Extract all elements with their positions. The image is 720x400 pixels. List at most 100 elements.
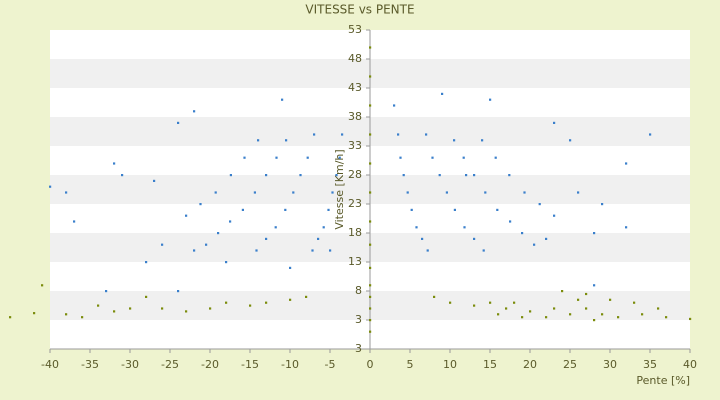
point — [426, 249, 429, 252]
point — [121, 174, 124, 177]
point — [225, 301, 228, 304]
point — [284, 208, 287, 211]
point — [521, 232, 524, 235]
y-tick-label: 28 — [348, 168, 362, 181]
point — [153, 179, 156, 182]
point — [285, 139, 288, 142]
point — [453, 139, 456, 142]
point — [161, 307, 164, 310]
point — [257, 139, 260, 142]
point — [274, 226, 277, 229]
point — [229, 174, 232, 177]
x-tick-label: 10 — [443, 358, 457, 371]
point — [397, 133, 400, 136]
point — [145, 261, 148, 264]
point — [496, 208, 499, 211]
point — [410, 208, 413, 211]
x-tick-label: -10 — [281, 358, 299, 371]
point — [593, 232, 596, 235]
point — [689, 317, 692, 321]
point — [329, 249, 332, 252]
point — [569, 313, 572, 316]
point — [33, 312, 36, 315]
point — [369, 75, 372, 78]
point — [243, 156, 246, 159]
point — [406, 191, 409, 194]
point — [399, 156, 402, 159]
point — [145, 295, 148, 298]
point — [462, 156, 465, 159]
point — [193, 110, 196, 113]
y-tick-label: 18 — [348, 226, 362, 239]
point — [199, 203, 202, 206]
point — [433, 295, 436, 298]
point — [311, 249, 314, 252]
point — [9, 316, 12, 319]
point — [305, 295, 308, 298]
point — [161, 243, 164, 246]
x-tick-label: -40 — [41, 358, 59, 371]
point — [369, 162, 372, 165]
y-tick-label: 43 — [348, 81, 362, 94]
point — [209, 307, 212, 310]
point — [625, 226, 628, 229]
point — [313, 133, 316, 136]
point — [585, 307, 588, 310]
point — [521, 316, 524, 319]
point — [601, 203, 604, 206]
point — [299, 174, 302, 177]
point — [225, 261, 228, 264]
point — [369, 46, 372, 49]
point — [484, 191, 487, 194]
point — [292, 191, 295, 194]
point — [641, 313, 644, 316]
point — [369, 295, 372, 298]
point — [341, 133, 344, 136]
point — [193, 249, 196, 252]
point — [317, 237, 320, 240]
x-tick-label: 20 — [523, 358, 537, 371]
point — [425, 133, 428, 136]
point — [453, 208, 456, 211]
point — [41, 284, 44, 287]
point — [369, 104, 372, 107]
point — [585, 292, 588, 296]
y-tick-label: 48 — [348, 52, 362, 65]
point — [489, 301, 492, 304]
point — [553, 307, 556, 310]
x-tick-label: -35 — [81, 358, 99, 371]
point — [369, 319, 372, 322]
point — [275, 156, 278, 159]
point — [369, 133, 372, 136]
point — [369, 243, 372, 246]
point — [473, 304, 476, 307]
point — [327, 208, 330, 211]
point — [633, 301, 636, 304]
point — [473, 174, 476, 177]
point — [113, 162, 116, 165]
point — [113, 310, 116, 313]
x-axis-label: Pente [%] — [636, 374, 690, 387]
point — [665, 316, 668, 319]
x-tick-label: -20 — [201, 358, 219, 371]
point — [509, 220, 512, 223]
point — [97, 304, 100, 307]
point — [649, 133, 652, 136]
point — [185, 214, 188, 217]
point — [369, 330, 372, 333]
point — [545, 316, 548, 319]
y-tick-label: 3 — [355, 313, 362, 326]
point — [463, 226, 466, 229]
x-tick-label: 5 — [407, 358, 414, 371]
point — [129, 307, 132, 310]
point — [253, 191, 256, 194]
x-tick-label: 35 — [643, 358, 657, 371]
point — [465, 174, 468, 177]
point — [265, 174, 268, 177]
point — [513, 301, 516, 304]
point — [569, 139, 572, 142]
point — [601, 313, 604, 316]
point — [393, 104, 396, 107]
y-tick-label: 8 — [355, 284, 362, 297]
point — [241, 208, 244, 211]
